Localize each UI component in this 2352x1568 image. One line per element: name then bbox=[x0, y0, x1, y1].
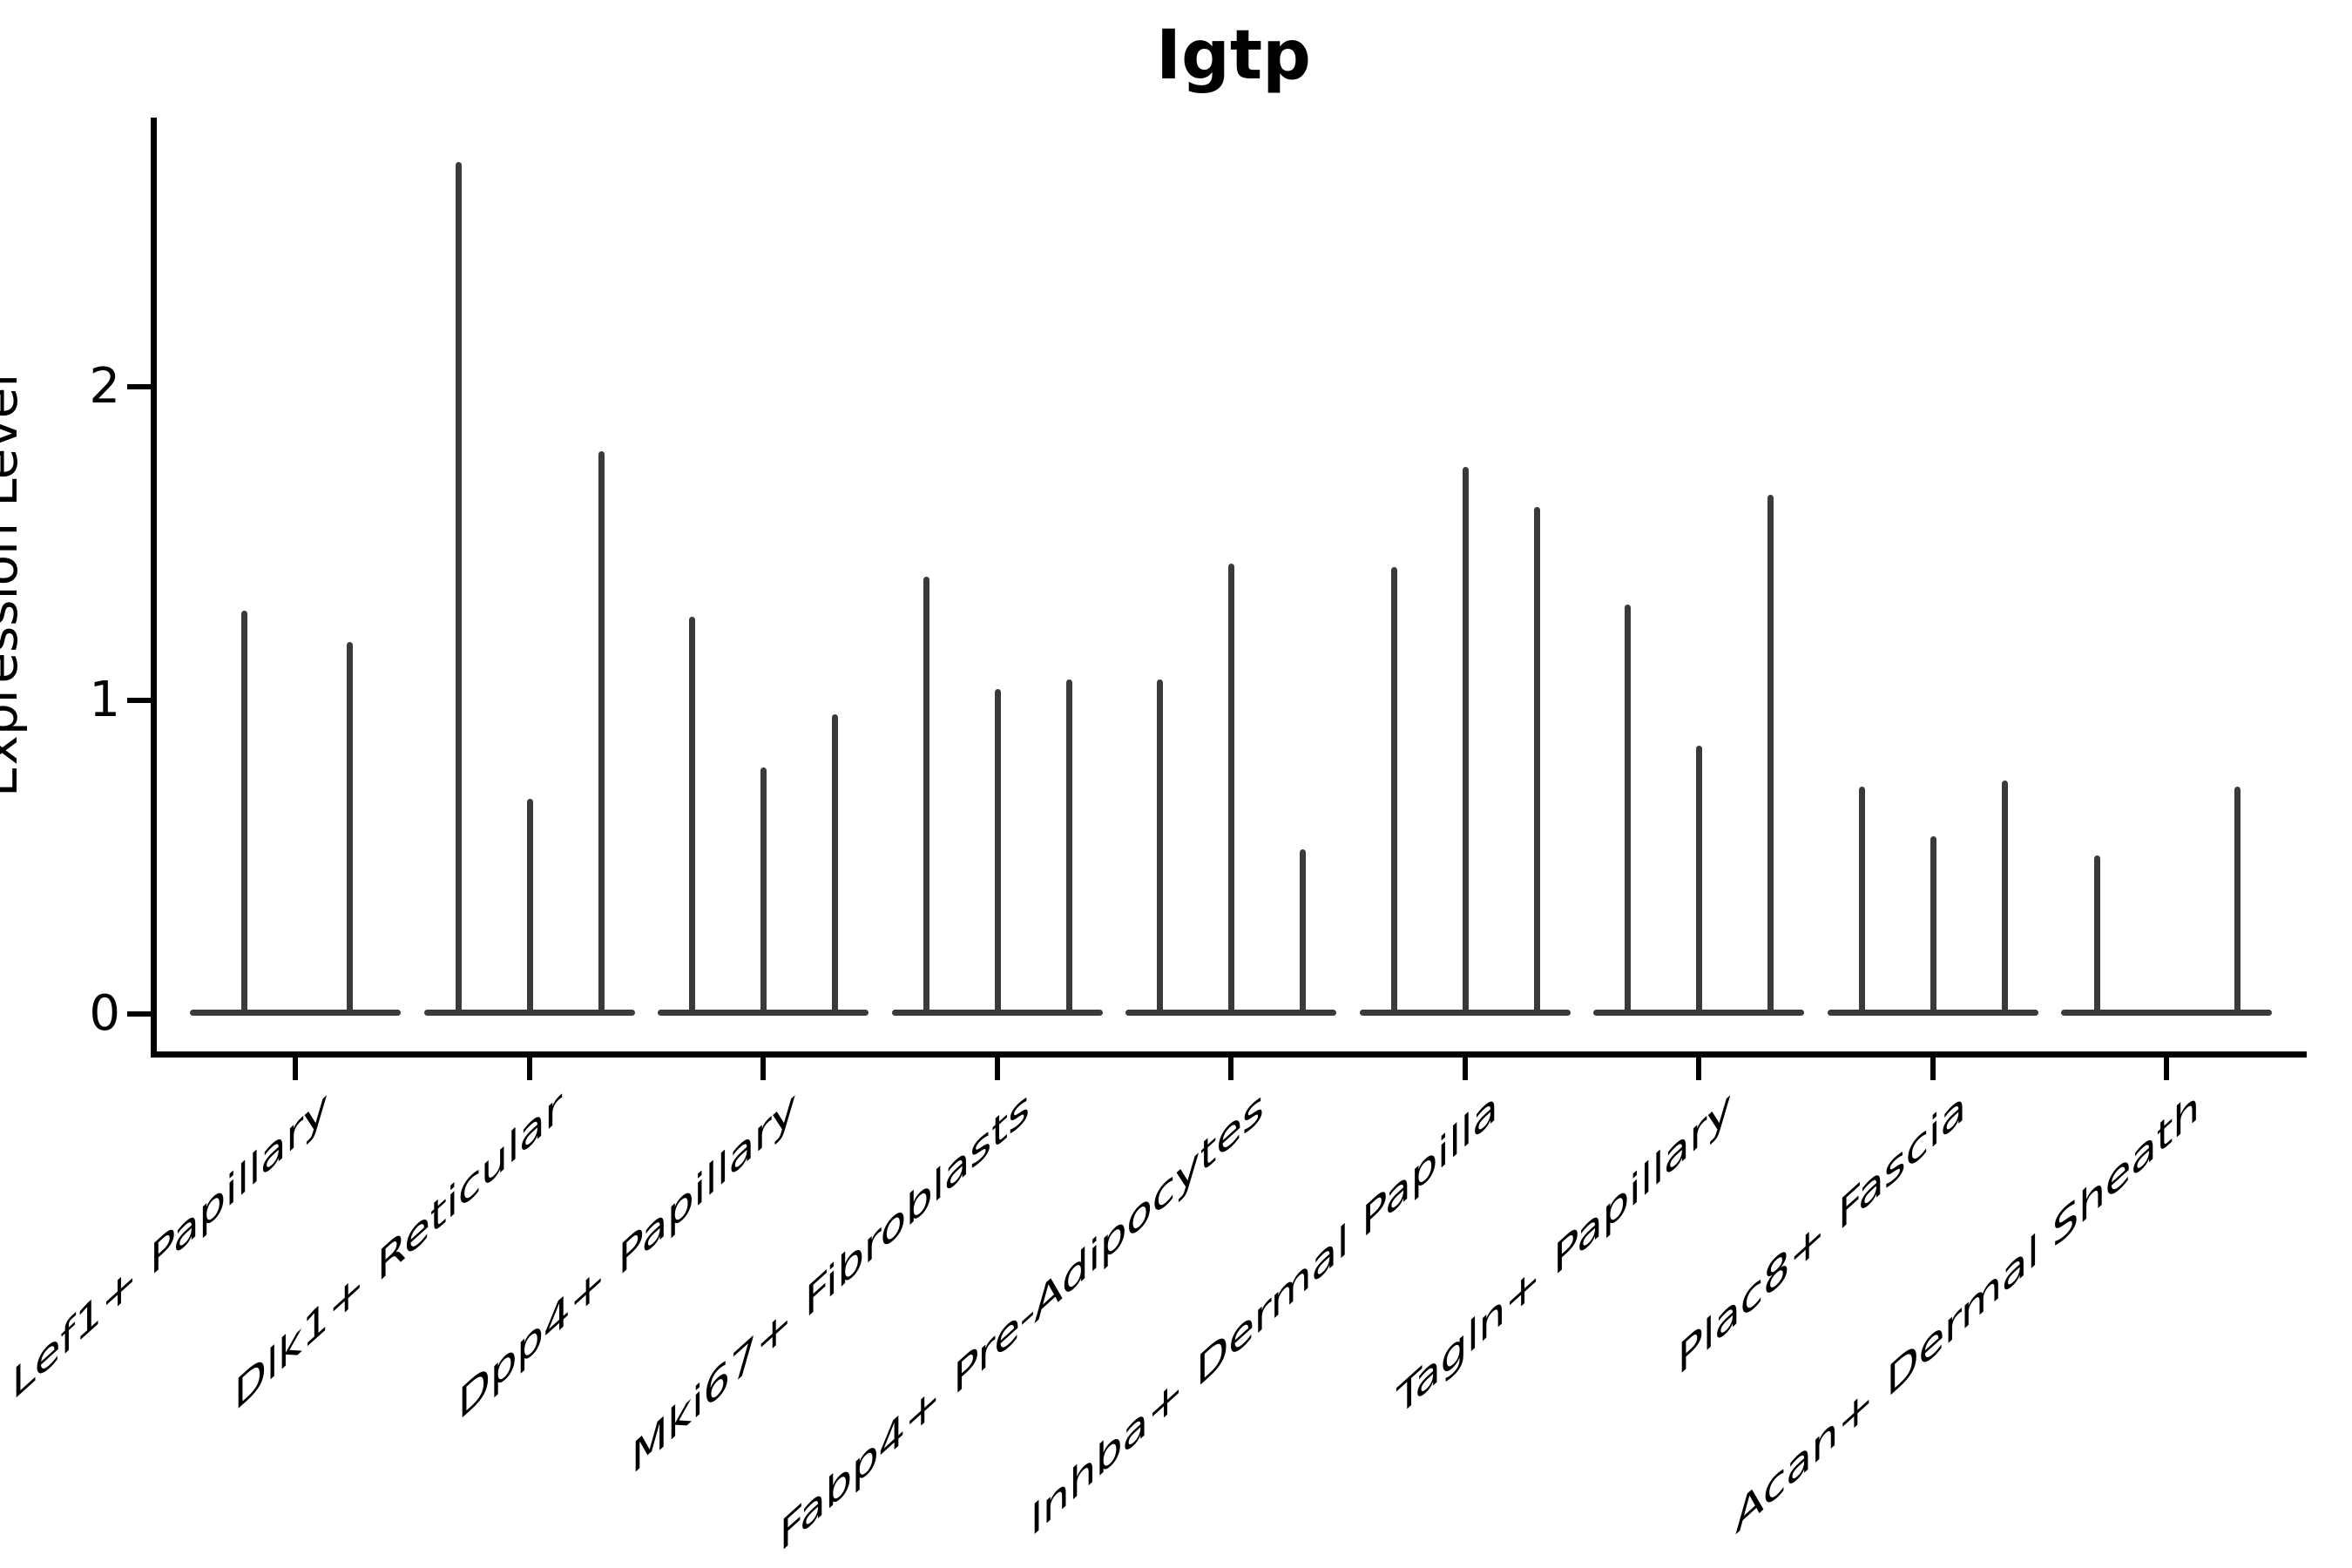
violin-baseline bbox=[1827, 1010, 2038, 1016]
x-axis-spine bbox=[151, 1051, 2307, 1058]
x-tick-mark bbox=[526, 1058, 532, 1080]
violin-spike bbox=[1533, 507, 1540, 1012]
violin-spike bbox=[1228, 564, 1234, 1012]
y-tick-mark bbox=[127, 384, 151, 389]
violin-spike bbox=[1767, 495, 1774, 1012]
violin-spike bbox=[347, 642, 353, 1012]
x-tick-mark bbox=[994, 1058, 1000, 1080]
violin-spike bbox=[689, 617, 695, 1012]
x-tick-mark bbox=[293, 1058, 298, 1080]
y-tick-mark bbox=[127, 698, 151, 703]
violin-spike bbox=[1930, 836, 1936, 1012]
y-axis-spine bbox=[151, 118, 157, 1058]
x-tick-mark bbox=[1696, 1058, 1701, 1080]
y-tick-mark bbox=[127, 1011, 151, 1017]
violin-baseline bbox=[658, 1010, 868, 1016]
violin-baseline bbox=[2061, 1010, 2272, 1016]
y-axis-label: Expression Level bbox=[0, 373, 29, 797]
violin-baseline bbox=[1359, 1010, 1571, 1016]
x-tick-mark bbox=[1930, 1058, 1936, 1080]
violin-spike bbox=[1065, 679, 1072, 1012]
violin-spike bbox=[1300, 849, 1306, 1012]
violin-baseline bbox=[891, 1010, 1103, 1016]
violin-baseline bbox=[190, 1010, 401, 1016]
violin-spike bbox=[1696, 746, 1702, 1012]
x-tick-label: Inhba+ Dermal Papilla bbox=[1030, 1078, 1498, 1549]
y-tick-label: 0 bbox=[89, 985, 120, 1042]
violin-baseline bbox=[423, 1010, 635, 1016]
violin-spike bbox=[1625, 605, 1631, 1012]
violin-spike bbox=[1157, 679, 1163, 1012]
x-tick-label: Acan+ Dermal Sheath bbox=[1735, 1078, 2200, 1545]
violin-spike bbox=[1390, 567, 1397, 1012]
violin-baseline bbox=[1125, 1010, 1336, 1016]
violin-spike bbox=[2234, 787, 2240, 1012]
violin-spike bbox=[760, 767, 767, 1012]
violin-spike bbox=[241, 611, 247, 1012]
y-tick-label: 1 bbox=[89, 672, 120, 728]
violin-spike bbox=[598, 451, 605, 1012]
violin-spike bbox=[455, 162, 462, 1012]
violin-spike bbox=[923, 577, 929, 1012]
x-tick-label: Mki67+ Fibroblasts bbox=[632, 1078, 1031, 1486]
violin-spike bbox=[526, 799, 533, 1012]
violin-baseline bbox=[1593, 1010, 1804, 1016]
chart-title: Igtp bbox=[1156, 17, 1311, 95]
x-tick-mark bbox=[1228, 1058, 1233, 1080]
violin-spike bbox=[2094, 855, 2100, 1012]
y-tick-label: 2 bbox=[89, 358, 120, 415]
violin-spike bbox=[994, 689, 1001, 1012]
violin-spike bbox=[2001, 781, 2008, 1012]
x-tick-mark bbox=[1462, 1058, 1468, 1080]
violin-spike bbox=[1858, 787, 1865, 1012]
violin-spike bbox=[1462, 467, 1469, 1012]
x-tick-mark bbox=[2164, 1058, 2169, 1080]
x-tick-mark bbox=[760, 1058, 766, 1080]
x-tick-label: Fabp4+ Pre-Adipocytes bbox=[780, 1078, 1264, 1564]
violin-spike bbox=[832, 714, 838, 1012]
